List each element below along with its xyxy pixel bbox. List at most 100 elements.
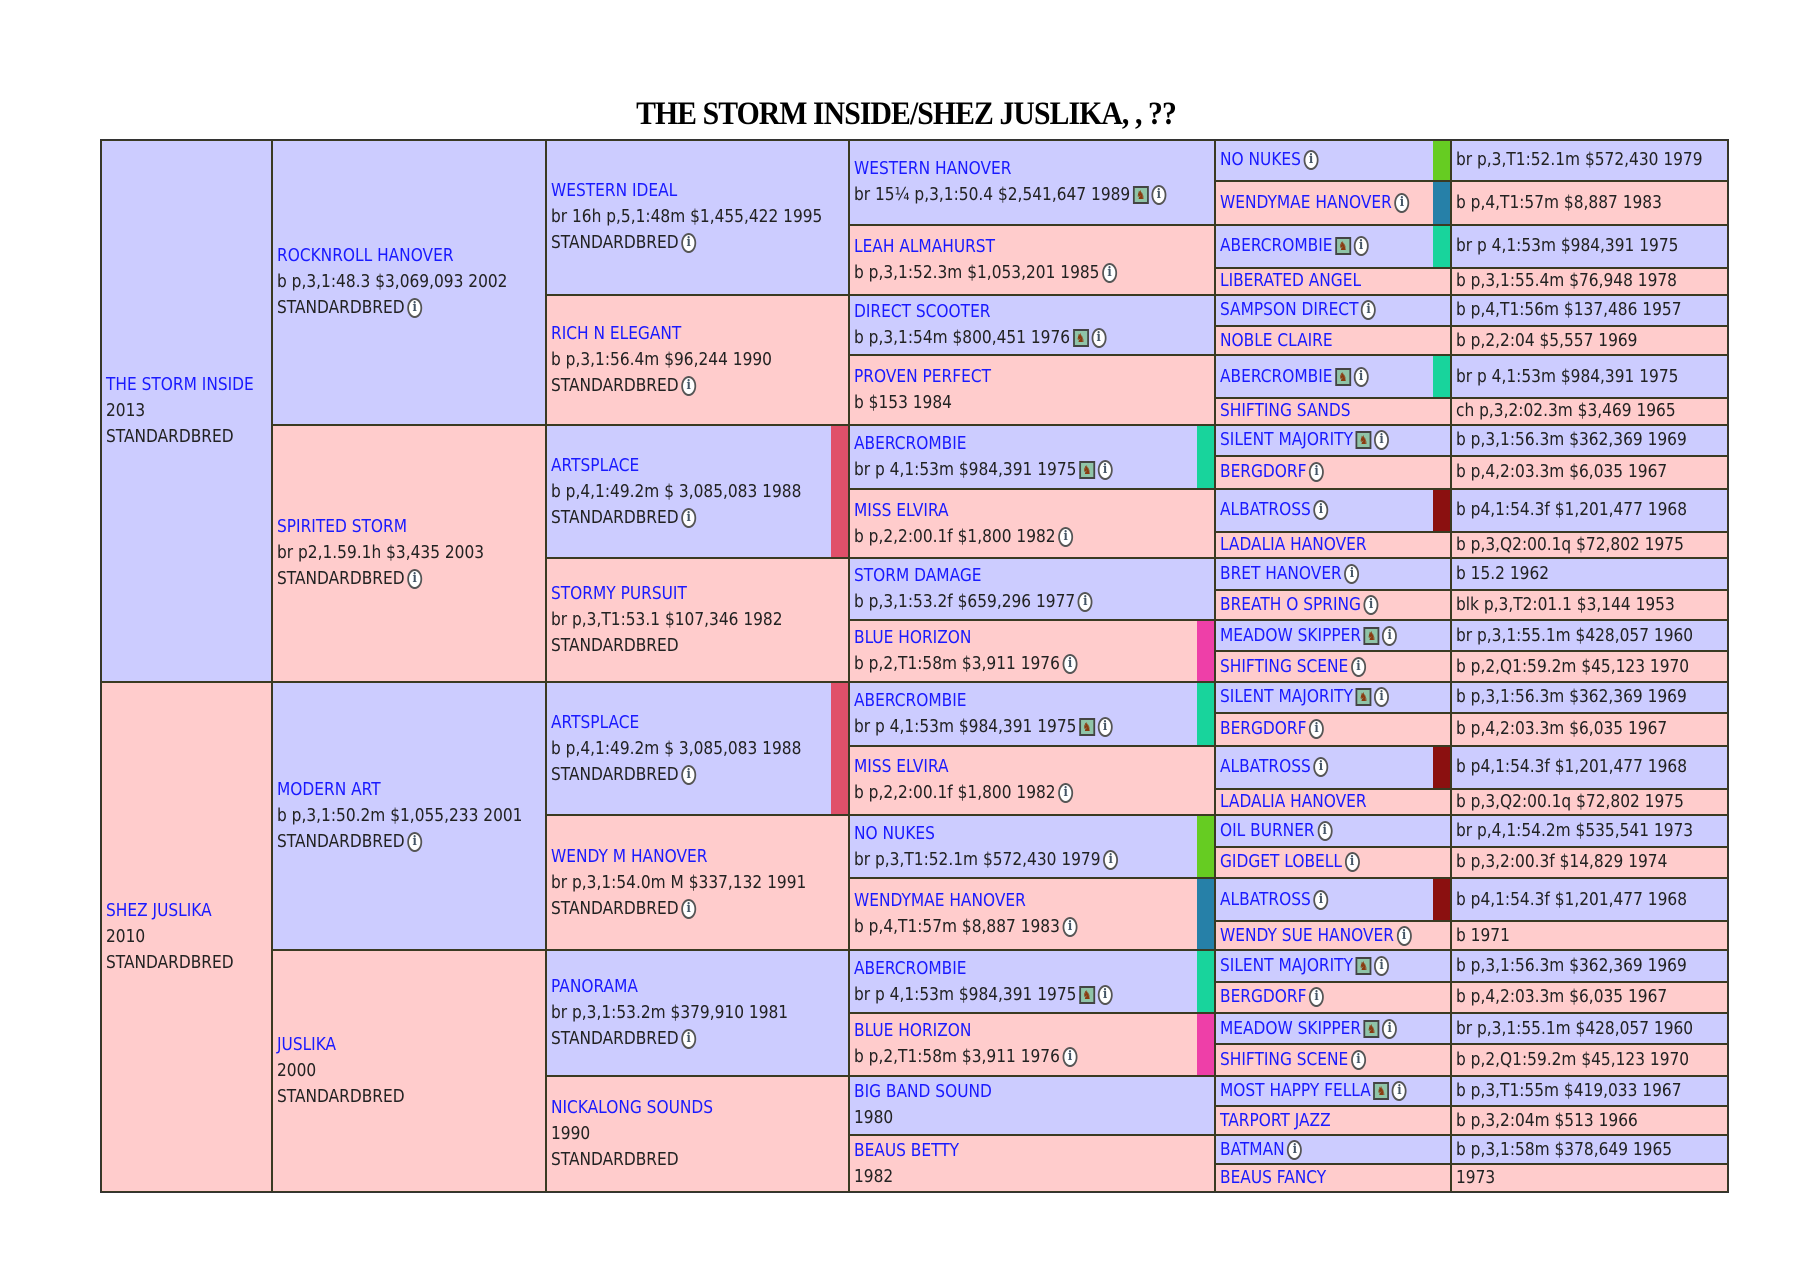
horse-name-link[interactable]: NO NUKES (854, 823, 935, 844)
horse-name-link[interactable]: LEAH ALMAHURST (854, 236, 995, 257)
info-icon[interactable]: i (1102, 262, 1118, 283)
horse-photo-icon[interactable]: ♞ (1132, 186, 1149, 205)
horse-name-link[interactable]: STORM DAMAGE (854, 566, 982, 587)
horse-name-link[interactable]: SHEZ JUSLIKA (106, 900, 212, 921)
horse-name-link[interactable]: SHIFTING SCENE (1220, 656, 1349, 677)
info-icon[interactable]: i (1103, 849, 1119, 870)
horse-name-link[interactable]: JUSLIKA (277, 1035, 337, 1056)
horse-name-link[interactable]: BREATH O SPRING (1220, 594, 1361, 615)
horse-name-link[interactable]: MEADOW SKIPPER (1220, 625, 1362, 646)
info-icon[interactable]: i (1353, 366, 1369, 387)
info-icon[interactable]: i (1097, 459, 1113, 480)
info-icon[interactable]: i (1391, 1080, 1407, 1101)
horse-photo-icon[interactable]: ♞ (1363, 1019, 1380, 1038)
horse-name-link[interactable]: LIBERATED ANGEL (1220, 271, 1362, 292)
horse-name-link[interactable]: SILENT MAJORITY (1220, 955, 1354, 976)
info-icon[interactable]: i (1374, 430, 1390, 451)
horse-name-link[interactable]: ARTSPLACE (551, 712, 640, 733)
info-icon[interactable]: i (407, 298, 423, 319)
info-icon[interactable]: i (1363, 594, 1379, 615)
horse-name-link[interactable]: BERGDORF (1220, 987, 1307, 1008)
horse-photo-icon[interactable]: ♞ (1355, 431, 1372, 450)
info-icon[interactable]: i (1344, 852, 1360, 873)
horse-name-link[interactable]: NO NUKES (1220, 150, 1301, 171)
horse-name-link[interactable]: ABERCROMBIE (1220, 366, 1333, 387)
horse-name-link[interactable]: BERGDORF (1220, 719, 1307, 740)
horse-photo-icon[interactable]: ♞ (1079, 985, 1095, 1004)
horse-name-link[interactable]: NOBLE CLAIRE (1220, 330, 1333, 351)
horse-name-link[interactable]: TARPORT JAZZ (1220, 1110, 1331, 1131)
horse-name-link[interactable]: SHIFTING SCENE (1220, 1050, 1349, 1071)
info-icon[interactable]: i (1309, 719, 1325, 740)
info-icon[interactable]: i (1097, 984, 1113, 1005)
horse-name-link[interactable]: MOST HAPPY FELLA (1220, 1080, 1371, 1101)
info-icon[interactable]: i (1353, 236, 1369, 257)
info-icon[interactable]: i (1344, 564, 1360, 585)
horse-name-link[interactable]: BLUE HORIZON (854, 1021, 972, 1042)
horse-name-link[interactable]: WENDY M HANOVER (551, 846, 708, 867)
horse-name-link[interactable]: PROVEN PERFECT (854, 366, 991, 387)
horse-photo-icon[interactable]: ♞ (1355, 956, 1372, 975)
horse-name-link[interactable]: ABERCROMBIE (854, 958, 967, 979)
horse-photo-icon[interactable]: ♞ (1072, 328, 1089, 347)
horse-name-link[interactable]: BRET HANOVER (1220, 564, 1342, 585)
horse-name-link[interactable]: ALBATROSS (1220, 757, 1311, 778)
horse-name-link[interactable]: LADALIA HANOVER (1220, 792, 1367, 812)
info-icon[interactable]: i (1151, 185, 1167, 206)
horse-name-link[interactable]: SHIFTING SANDS (1220, 401, 1351, 422)
horse-name-link[interactable]: BLUE HORIZON (854, 627, 972, 648)
horse-name-link[interactable]: WESTERN IDEAL (551, 181, 678, 202)
info-icon[interactable]: i (1396, 925, 1412, 946)
horse-name-link[interactable]: MODERN ART (277, 779, 381, 800)
horse-name-link[interactable]: ALBATROSS (1220, 889, 1311, 910)
horse-name-link[interactable]: MISS ELVIRA (854, 757, 949, 778)
info-icon[interactable]: i (681, 375, 697, 396)
horse-name-link[interactable]: PANORAMA (551, 976, 638, 997)
info-icon[interactable]: i (1077, 592, 1093, 613)
horse-name-link[interactable]: STORMY PURSUIT (551, 584, 687, 605)
horse-name-link[interactable]: SILENT MAJORITY (1220, 687, 1354, 708)
horse-name-link[interactable]: ALBATROSS (1220, 500, 1311, 521)
info-icon[interactable]: i (1313, 889, 1329, 910)
info-icon[interactable]: i (1058, 526, 1074, 547)
info-icon[interactable]: i (1287, 1139, 1303, 1160)
info-icon[interactable]: i (681, 507, 697, 528)
info-icon[interactable]: i (1062, 653, 1078, 674)
info-icon[interactable]: i (1058, 783, 1074, 804)
horse-name-link[interactable]: NICKALONG SOUNDS (551, 1097, 714, 1118)
horse-name-link[interactable]: GIDGET LOBELL (1220, 852, 1342, 873)
horse-name-link[interactable]: RICH N ELEGANT (551, 323, 682, 344)
horse-name-link[interactable]: THE STORM INSIDE (106, 374, 254, 395)
info-icon[interactable]: i (1374, 955, 1390, 976)
horse-photo-icon[interactable]: ♞ (1355, 688, 1372, 707)
info-icon[interactable]: i (1350, 1050, 1366, 1071)
horse-photo-icon[interactable]: ♞ (1079, 717, 1095, 736)
info-icon[interactable]: i (1382, 1018, 1398, 1039)
horse-name-link[interactable]: LADALIA HANOVER (1220, 535, 1367, 556)
horse-name-link[interactable]: BATMAN (1220, 1139, 1285, 1160)
horse-name-link[interactable]: ABERCROMBIE (854, 690, 967, 711)
horse-name-link[interactable]: WENDY SUE HANOVER (1220, 925, 1394, 946)
horse-photo-icon[interactable]: ♞ (1079, 460, 1095, 479)
horse-name-link[interactable]: WENDYMAE HANOVER (1220, 192, 1392, 213)
horse-name-link[interactable]: SPIRITED STORM (277, 517, 408, 538)
info-icon[interactable]: i (681, 898, 697, 919)
horse-photo-icon[interactable]: ♞ (1335, 237, 1351, 256)
horse-name-link[interactable]: WENDYMAE HANOVER (854, 891, 1026, 912)
horse-name-link[interactable]: DIRECT SCOOTER (854, 301, 991, 322)
info-icon[interactable]: i (681, 1028, 697, 1049)
horse-name-link[interactable]: BEAUS FANCY (1220, 1168, 1327, 1189)
horse-name-link[interactable]: ABERCROMBIE (854, 433, 967, 454)
info-icon[interactable]: i (407, 831, 423, 852)
info-icon[interactable]: i (1313, 757, 1329, 778)
info-icon[interactable]: i (1313, 500, 1329, 521)
horse-photo-icon[interactable]: ♞ (1335, 367, 1351, 386)
horse-photo-icon[interactable]: ♞ (1363, 626, 1380, 645)
horse-name-link[interactable]: MISS ELVIRA (854, 500, 949, 521)
info-icon[interactable]: i (1303, 150, 1319, 171)
info-icon[interactable]: i (1382, 625, 1398, 646)
horse-name-link[interactable]: WESTERN HANOVER (854, 159, 1012, 180)
info-icon[interactable]: i (681, 233, 697, 254)
info-icon[interactable]: i (1317, 821, 1333, 842)
horse-name-link[interactable]: ABERCROMBIE (1220, 236, 1333, 257)
